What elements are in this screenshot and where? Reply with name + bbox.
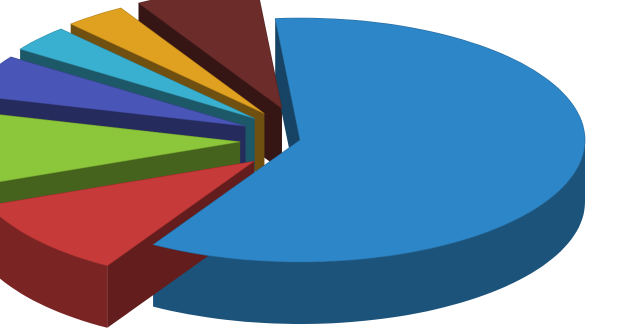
slice-2 [0, 161, 255, 267]
slice-3 [0, 114, 241, 183]
slice-1 [152, 17, 586, 263]
slice-7 [137, 0, 283, 110]
slice-6 [69, 7, 265, 114]
slice-5 [19, 28, 255, 119]
slice-tops [0, 0, 586, 267]
slice-4 [0, 56, 246, 127]
slice-2-side [0, 216, 108, 328]
slice-1-side [153, 140, 585, 324]
